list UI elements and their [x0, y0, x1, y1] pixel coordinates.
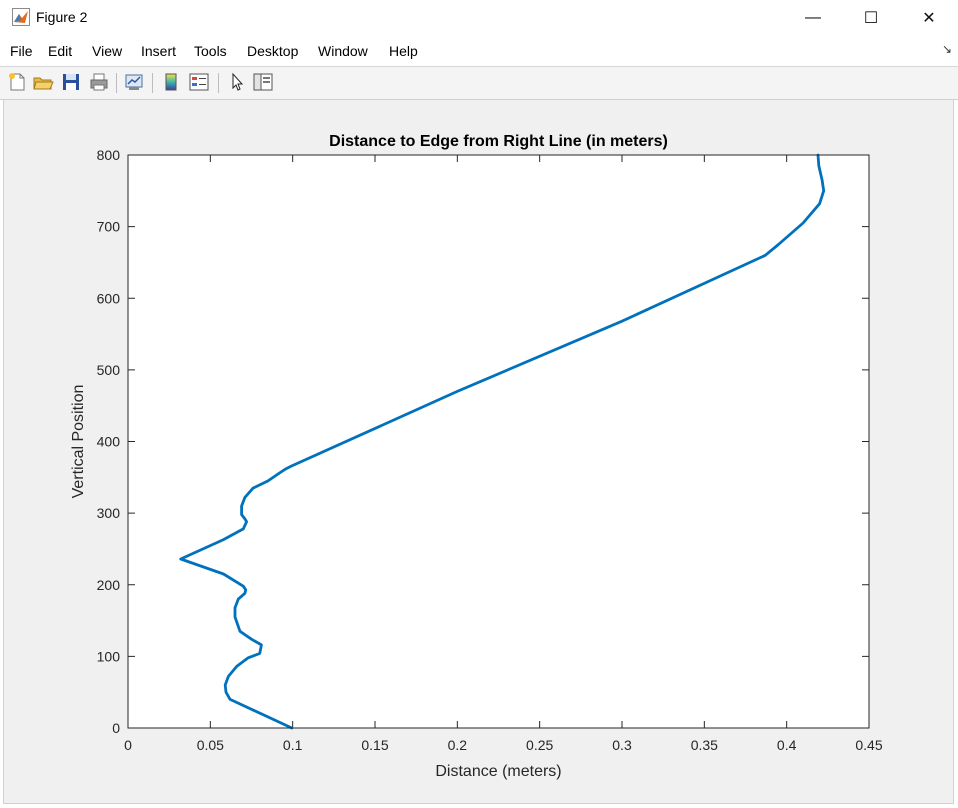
- x-tick-label: 0.3: [612, 737, 632, 753]
- figure-canvas: 0 0.05 0.1 0.15 0.2 0.25 0.3 0.35 0.4 0.45 0 100 200…: [3, 100, 954, 804]
- menu-file[interactable]: File: [10, 43, 33, 59]
- chart-title: Distance to Edge from Right Line (in met…: [329, 133, 668, 150]
- y-axis-label: Vertical Position: [70, 385, 87, 499]
- new-figure-icon[interactable]: [6, 71, 28, 93]
- close-button[interactable]: ✕: [900, 0, 958, 36]
- y-tick-label: 800: [97, 147, 121, 163]
- menu-window[interactable]: Window: [318, 43, 368, 59]
- menu-desktop[interactable]: Desktop: [247, 43, 299, 59]
- plot-svg: 0 0.05 0.1 0.15 0.2 0.25 0.3 0.35 0.4 0.45 0 100 200…: [70, 133, 883, 780]
- print-icon[interactable]: [88, 71, 110, 93]
- property-inspector-icon[interactable]: [252, 71, 274, 93]
- y-tick-label: 300: [97, 505, 121, 521]
- y-tick-label: 0: [112, 720, 120, 736]
- menu-tools[interactable]: Tools: [194, 43, 227, 59]
- y-tick-label: 200: [97, 577, 121, 593]
- y-tick-label: 600: [97, 290, 121, 306]
- menu-edit[interactable]: Edit: [48, 43, 73, 59]
- menu-insert[interactable]: Insert: [141, 43, 177, 59]
- plot-axes-box: [127, 154, 870, 729]
- y-tick-label: 500: [97, 362, 121, 378]
- x-axis-label: Distance (meters): [435, 763, 561, 780]
- series-line[interactable]: [179, 153, 826, 730]
- minimize-icon: —: [805, 9, 821, 26]
- colorbar-icon[interactable]: [160, 71, 182, 93]
- minimize-button[interactable]: —: [784, 0, 842, 36]
- window-titlebar: Figure 2 — ☐ ✕: [0, 0, 958, 36]
- edit-plot-pointer-icon[interactable]: [226, 71, 248, 93]
- figure-toolbar: [0, 67, 958, 100]
- y-tick-label: 100: [97, 648, 121, 664]
- x-tick-label: 0.05: [197, 737, 224, 753]
- menu-bar: File Edit View Insert Tools Desktop Wind…: [0, 36, 958, 67]
- dock-arrow-icon[interactable]: ↘: [941, 42, 952, 56]
- legend-icon[interactable]: [188, 71, 210, 93]
- x-tick-label: 0.2: [448, 737, 468, 753]
- maximize-icon: ☐: [863, 10, 879, 27]
- menu-view[interactable]: View: [92, 43, 123, 59]
- x-tick-label: 0: [124, 737, 132, 753]
- window-title: Figure 2: [36, 9, 88, 25]
- x-tick-label: 0.15: [361, 737, 388, 753]
- save-icon[interactable]: [60, 71, 82, 93]
- link-plot-icon[interactable]: [123, 71, 145, 93]
- x-tick-label: 0.1: [283, 737, 303, 753]
- x-tick-label: 0.45: [855, 737, 882, 753]
- x-tick-label: 0.25: [526, 737, 553, 753]
- y-tick-label: 400: [97, 434, 121, 450]
- menu-help[interactable]: Help: [389, 43, 418, 59]
- toolbar-separator: [116, 73, 117, 93]
- y-tick-label: 700: [97, 219, 121, 235]
- x-tick-label: 0.35: [691, 737, 718, 753]
- toolbar-separator: [218, 73, 219, 93]
- matlab-app-icon: [12, 8, 30, 26]
- x-tick-label: 0.4: [777, 737, 797, 753]
- close-icon: ✕: [922, 10, 936, 27]
- open-file-icon[interactable]: [32, 71, 54, 93]
- maximize-button[interactable]: ☐: [842, 0, 900, 36]
- plot-area[interactable]: [128, 155, 869, 728]
- toolbar-separator: [152, 73, 153, 93]
